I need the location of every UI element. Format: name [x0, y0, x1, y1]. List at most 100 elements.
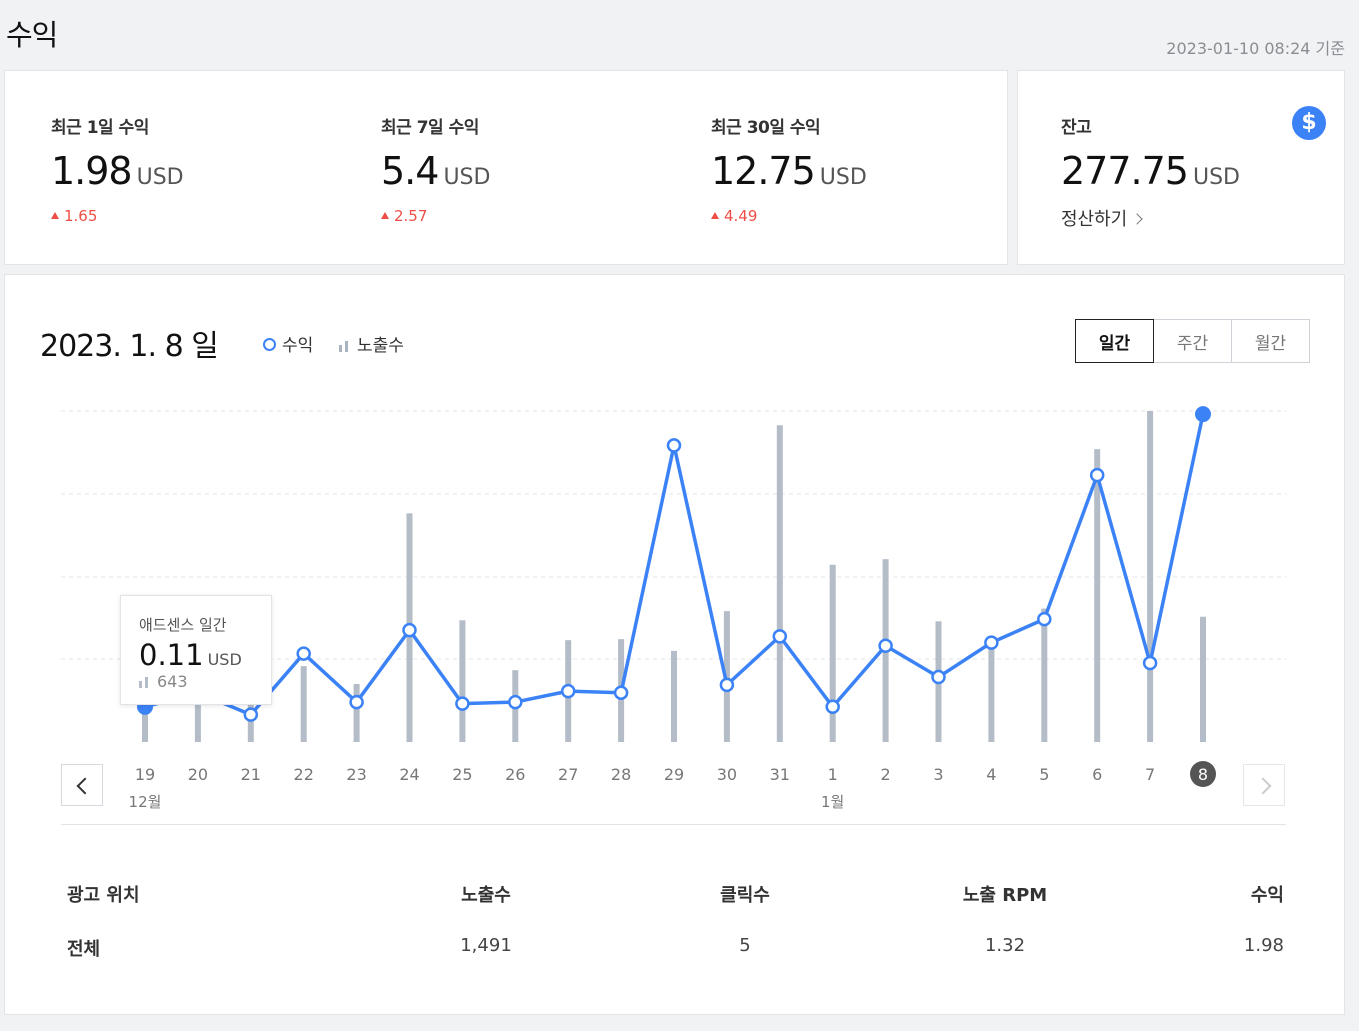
impressions-bar: [988, 643, 995, 742]
x-tick-label: 19: [135, 765, 155, 784]
stat-change: 1.65: [51, 207, 97, 225]
period-daily-button[interactable]: 일간: [1075, 319, 1154, 363]
revenue-point: [1037, 611, 1052, 627]
x-tick-label: 28: [611, 765, 631, 784]
impressions-bar: [829, 564, 836, 742]
tooltip-title: 애드센스 일간: [139, 616, 227, 634]
up-arrow-icon: [381, 212, 389, 219]
table-cell-clicks: 5: [739, 935, 751, 956]
x-tick-label: 6: [1092, 765, 1102, 784]
next-period-button[interactable]: [1243, 764, 1285, 806]
bar-chart-icon: [139, 676, 151, 688]
chevron-right-icon: [1131, 213, 1143, 225]
revenue-point: [1089, 467, 1105, 483]
x-tick-label: 23: [346, 765, 366, 784]
table-cell-placement: 전체: [67, 939, 101, 960]
x-tick-label: 20: [188, 765, 208, 784]
period-selector: 일간 주간 월간: [1075, 319, 1310, 363]
legend-impressions: 노출수: [339, 331, 404, 356]
table-cell-impressions: 1,491: [460, 935, 512, 956]
balance-value: 277.75 USD: [1061, 149, 1240, 193]
table-header-clicks: 클릭수: [720, 885, 770, 906]
revenue-point: [296, 646, 311, 661]
period-monthly-button[interactable]: 월간: [1231, 319, 1310, 363]
impressions-bar: [671, 650, 677, 742]
x-tick-label: 27: [558, 765, 578, 784]
impressions-bar: [194, 691, 201, 742]
chevron-left-icon: [76, 777, 94, 795]
revenue-point: [402, 622, 417, 638]
x-tick-label: 3: [933, 765, 943, 784]
updated-timestamp: 2023-01-10 08:24 기준: [1166, 39, 1345, 58]
circle-icon: [263, 338, 276, 351]
impressions-bar: [353, 683, 360, 742]
up-arrow-icon: [51, 212, 59, 219]
stat-change: 4.49: [711, 207, 757, 225]
prev-period-button[interactable]: [61, 764, 103, 806]
x-tick-label: 30: [717, 765, 737, 784]
revenue-point: [613, 685, 629, 700]
revenue-point: [772, 629, 788, 644]
chart-card: 2023. 1. 8 일 수익 노출수 일간 주간 월간 19 20 21 22 23 2…: [4, 274, 1345, 1015]
chart-date: 2023. 1. 8 일: [40, 329, 219, 364]
period-weekly-button[interactable]: 주간: [1153, 319, 1232, 363]
table-header-revenue: 수익: [1250, 885, 1284, 906]
impressions-bar: [142, 709, 148, 742]
month-label: 1월: [821, 793, 844, 811]
revenue-point: [719, 677, 735, 693]
balance-label: 잔고: [1061, 118, 1092, 138]
revenue-point: [1195, 406, 1211, 423]
tooltip-value: 0.11 USD: [139, 638, 242, 672]
revenue-point: [931, 669, 946, 685]
selected-date-marker: [1190, 761, 1216, 787]
revenue-point: [1142, 655, 1158, 671]
stat-value: 5.4 USD: [381, 149, 491, 193]
revenue-point: [508, 694, 523, 710]
up-arrow-icon: [711, 212, 719, 219]
x-tick-label: 31: [770, 765, 790, 784]
stat-value: 12.75 USD: [711, 149, 867, 193]
x-tick-label: 2: [881, 765, 891, 784]
revenue-point: [560, 683, 576, 699]
stat-value: 1.98 USD: [51, 149, 184, 193]
bar-chart-icon: [339, 340, 351, 352]
chart-tooltip: 애드센스 일간 0.11 USD 643: [120, 595, 272, 705]
balance-card: 잔고 277.75 USD $ 정산하기: [1017, 70, 1345, 265]
revenue-point: [984, 635, 999, 650]
recent-earnings-card: 최근 1일 수익 1.98 USD 1.65 최근 7일 수익 5.4 USD 2.…: [4, 70, 1008, 265]
x-tick-label: 25: [452, 765, 472, 784]
impressions-bar: [300, 666, 307, 742]
impressions-bar: [459, 620, 466, 742]
x-tick-label: 22: [294, 765, 314, 784]
stat-change: 2.57: [381, 207, 427, 225]
table-header-rpm: 노출 RPM: [962, 885, 1048, 906]
impressions-bar: [1094, 449, 1101, 742]
revenue-point: [349, 694, 364, 710]
revenue-point: [878, 638, 893, 653]
x-tick-label: 24: [399, 765, 419, 784]
impressions-bar: [776, 425, 783, 742]
impressions-bar: [1041, 608, 1048, 742]
impressions-bar: [1147, 411, 1154, 742]
stat-label: 최근 30일 수익: [711, 118, 821, 138]
tooltip-impressions: 643: [139, 672, 188, 691]
x-tick-label: 4: [986, 765, 996, 784]
dollar-icon: $: [1292, 106, 1326, 140]
x-tick-label: 5: [1039, 765, 1049, 784]
legend-revenue: 수익: [263, 331, 313, 356]
month-label: 12월: [129, 793, 162, 811]
revenue-point: [666, 438, 682, 453]
table-header-impressions: 노출수: [461, 885, 511, 906]
x-tick-label: 7: [1145, 765, 1155, 784]
table-cell-revenue: 1.98: [1243, 935, 1284, 956]
revenue-point: [455, 696, 470, 711]
x-tick-label: 29: [664, 765, 684, 784]
table-cell-rpm: 1.32: [984, 935, 1026, 956]
x-tick-label: 26: [505, 765, 525, 784]
impressions-bar: [723, 611, 730, 742]
x-tick-label: 8: [1198, 765, 1208, 784]
table-header-placement: 광고 위치: [67, 885, 140, 906]
settle-link[interactable]: 정산하기: [1061, 205, 1143, 231]
revenue-point: [243, 707, 259, 722]
